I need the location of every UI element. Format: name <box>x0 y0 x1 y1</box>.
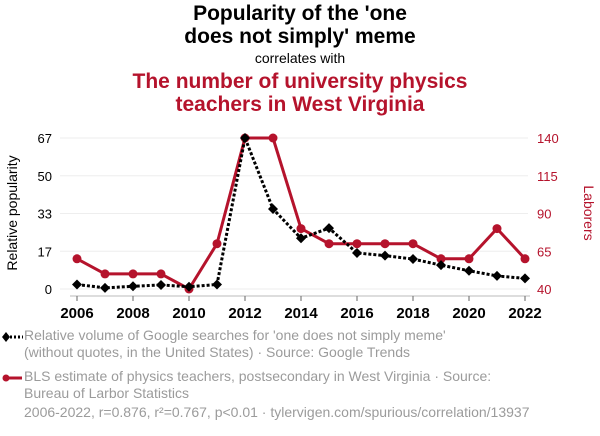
chart-footer: 2006-2022, r=0.876, r²=0.767, p<0.01 · t… <box>24 404 530 420</box>
chart-title-line1: Popularity of the 'one <box>193 2 407 25</box>
data-point-physics-teachers <box>464 254 474 264</box>
y-tick-label-right: 115 <box>537 169 558 184</box>
data-point-physics-teachers <box>408 239 418 249</box>
y-tick-label-left: 67 <box>38 131 52 146</box>
x-tick-label: 2012 <box>228 305 261 322</box>
data-point-physics-teachers <box>324 239 334 249</box>
series-physics-teachers <box>72 133 530 294</box>
data-point-physics-teachers <box>380 239 390 249</box>
data-point-meme-popularity <box>212 279 222 290</box>
y-tick-label-right: 90 <box>537 207 551 222</box>
y-tick-label-left: 50 <box>38 169 52 184</box>
chart-title: Popularity of the 'one does not simply' … <box>0 2 600 48</box>
series-line-meme-popularity <box>76 132 526 290</box>
data-point-physics-teachers <box>156 269 166 279</box>
chart-title-secondary-line2: teachers in West Virginia <box>175 93 425 116</box>
legend-text-meme-line1: Relative volume of Google searches for '… <box>24 327 446 343</box>
data-point-physics-teachers <box>128 269 138 279</box>
data-point-meme-popularity <box>380 250 390 261</box>
axes: 0 17 33 50 67 40 65 90 115 140 2006 2008 2010 2012 201… <box>38 131 559 322</box>
chart-title-secondary-line1: The number of university physics <box>132 70 468 93</box>
chart-subtitle: correlates with <box>254 50 346 66</box>
data-point-meme-popularity <box>436 260 446 271</box>
gridlines <box>60 137 528 290</box>
data-point-meme-popularity <box>128 281 138 292</box>
y-tick-label-left: 33 <box>38 207 52 222</box>
data-point-meme-popularity <box>156 279 166 290</box>
y-tick-label-right: 140 <box>537 131 559 146</box>
data-point-physics-teachers <box>72 254 82 264</box>
data-point-meme-popularity <box>492 270 502 281</box>
legend-icon-dotted-diamond <box>2 332 23 342</box>
data-point-meme-popularity <box>352 247 362 258</box>
x-tick-label: 2022 <box>508 305 541 322</box>
x-tick-label: 2018 <box>396 305 429 322</box>
chart-title-secondary: The number of university physics teacher… <box>0 70 600 116</box>
data-point-physics-teachers <box>212 239 222 249</box>
y-axis-label-left: Relative popularity <box>4 155 20 270</box>
x-tick-label: 2020 <box>452 305 485 322</box>
x-tick-label: 2014 <box>284 305 318 322</box>
legend-item-teachers: BLS estimate of physics teachers, postse… <box>24 368 491 402</box>
data-point-physics-teachers <box>520 254 530 264</box>
x-tick-label: 2006 <box>60 305 93 322</box>
data-point-meme-popularity <box>184 281 194 292</box>
data-point-meme-popularity <box>100 282 110 293</box>
x-tick-label: 2016 <box>340 305 373 322</box>
data-point-meme-popularity <box>268 203 278 214</box>
data-point-meme-popularity <box>324 223 334 234</box>
legend-text-teachers-line2: Bureau of Larbor Statistics <box>24 385 189 401</box>
data-point-meme-popularity <box>72 279 82 290</box>
legend-item-meme: Relative volume of Google searches for '… <box>24 327 446 361</box>
data-point-physics-teachers <box>268 133 278 143</box>
data-point-physics-teachers <box>492 224 502 234</box>
legend-icon-solid-circle <box>2 374 22 382</box>
data-point-meme-popularity <box>408 254 418 265</box>
data-point-meme-popularity <box>520 273 530 284</box>
x-tick-label: 2010 <box>172 305 205 322</box>
y-axis-label-right: Laborers <box>581 185 597 240</box>
x-tick-label: 2008 <box>116 305 149 322</box>
series-meme-popularity <box>72 132 530 293</box>
data-point-meme-popularity <box>296 233 306 244</box>
data-point-physics-teachers <box>296 224 306 234</box>
data-point-physics-teachers <box>436 254 446 264</box>
y-tick-label-left: 17 <box>38 244 52 259</box>
legend-text-teachers-line1: BLS estimate of physics teachers, postse… <box>24 368 492 384</box>
data-point-physics-teachers <box>352 239 362 249</box>
data-point-meme-popularity <box>240 133 250 143</box>
legend-text-meme-line2: (without quotes, in the United States) ·… <box>24 344 410 360</box>
y-tick-label-right: 65 <box>537 244 551 259</box>
data-point-physics-teachers <box>100 269 110 279</box>
y-tick-label-left: 0 <box>45 282 52 297</box>
chart-title-line2: does not simply' meme <box>184 25 416 48</box>
y-tick-label-right: 40 <box>537 282 551 297</box>
data-point-meme-popularity <box>464 265 474 276</box>
